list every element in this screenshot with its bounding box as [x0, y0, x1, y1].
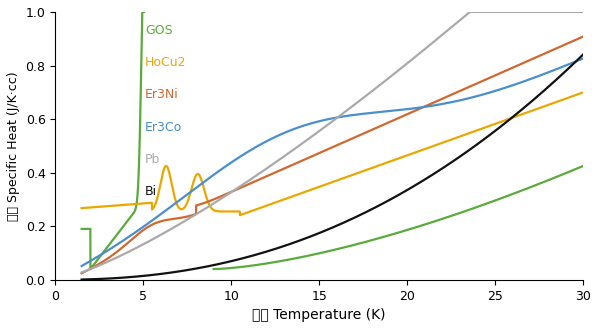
Text: Bi: Bi	[145, 185, 157, 198]
Text: Er3Co: Er3Co	[145, 121, 182, 134]
Text: HoCu2: HoCu2	[145, 56, 187, 69]
Y-axis label: 比熱 Specific Heat (J/K·cc): 比熱 Specific Heat (J/K·cc)	[7, 71, 20, 221]
Text: Pb: Pb	[145, 153, 160, 166]
X-axis label: 温度 Temperature (K): 温度 Temperature (K)	[252, 308, 386, 322]
Text: GOS: GOS	[145, 24, 173, 37]
Text: Er3Ni: Er3Ni	[145, 89, 179, 101]
